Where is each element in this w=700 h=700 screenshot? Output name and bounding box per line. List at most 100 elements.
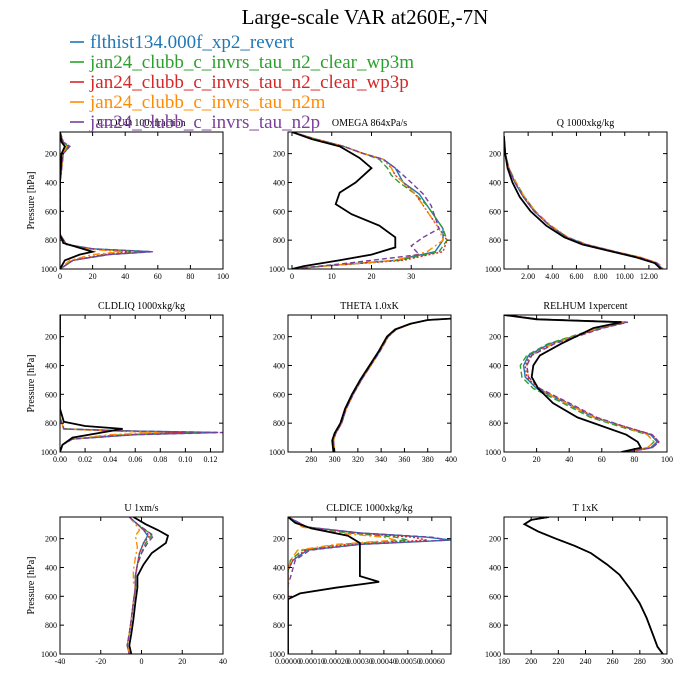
y-tick-label: 400 bbox=[45, 563, 57, 572]
legend-label: jan24_clubb_c_invrs_tau_n2m bbox=[89, 92, 326, 113]
y-tick-label: 600 bbox=[45, 592, 57, 601]
y-tick-label: 200 bbox=[489, 535, 501, 544]
y-tick-label: 800 bbox=[273, 419, 285, 428]
y-tick-label: 200 bbox=[489, 150, 501, 159]
series-line bbox=[523, 517, 664, 654]
legend-item: jan24_clubb_c_invrs_tau_n2m bbox=[70, 92, 326, 113]
x-tick-label: 0.08 bbox=[153, 455, 167, 464]
reference-line bbox=[331, 317, 451, 452]
reference-line bbox=[288, 517, 380, 654]
legend-item: jan24_clubb_c_invrs_tau_n2_clear_wp3m bbox=[70, 52, 414, 73]
y-tick-label: 600 bbox=[273, 207, 285, 216]
y-tick-label: 400 bbox=[489, 563, 501, 572]
x-tick-label: 240 bbox=[580, 657, 592, 666]
x-tick-label: 40 bbox=[121, 272, 129, 281]
plot-frame bbox=[503, 516, 668, 655]
series-line bbox=[523, 517, 664, 654]
reference-line bbox=[291, 132, 397, 269]
y-tick-label: 1000 bbox=[485, 265, 501, 274]
series-line bbox=[523, 517, 664, 654]
x-tick-label: 12.00 bbox=[640, 272, 658, 281]
panel-title: U 1xm/s bbox=[124, 503, 158, 514]
y-tick-label: 600 bbox=[489, 592, 501, 601]
x-tick-label: 280 bbox=[634, 657, 646, 666]
x-tick-label: 80 bbox=[186, 272, 194, 281]
chart-panel: 200 400 600 800 1000 280 300 320 340 360 380 400 THE… bbox=[269, 301, 457, 464]
x-tick-label: 380 bbox=[422, 455, 434, 464]
x-tick-label: 0 bbox=[58, 272, 62, 281]
y-tick-label: 1000 bbox=[41, 265, 57, 274]
x-tick-label: 20 bbox=[89, 272, 97, 281]
y-tick-label: 400 bbox=[489, 361, 501, 370]
legend-label: jan24_clubb_c_invrs_tau_n2_clear_wp3p bbox=[89, 72, 409, 93]
x-tick-label: 0.10 bbox=[178, 455, 192, 464]
y-tick-label: 600 bbox=[273, 592, 285, 601]
x-tick-label: 340 bbox=[375, 455, 387, 464]
series-line bbox=[332, 317, 451, 452]
x-tick-label: 0.06 bbox=[128, 455, 142, 464]
y-tick-label: 800 bbox=[45, 419, 57, 428]
x-tick-label: 360 bbox=[398, 455, 410, 464]
x-tick-label: 0.00000 bbox=[275, 657, 301, 666]
y-tick-label: 400 bbox=[273, 563, 285, 572]
y-tick-label: 200 bbox=[489, 333, 501, 342]
y-tick-label: 800 bbox=[489, 621, 501, 630]
x-tick-label: 0.00060 bbox=[419, 657, 445, 666]
x-tick-label: 8.00 bbox=[594, 272, 608, 281]
series-line bbox=[504, 136, 663, 269]
plot-frame bbox=[59, 516, 224, 655]
x-tick-label: 20 bbox=[533, 455, 541, 464]
x-tick-label: 60 bbox=[154, 272, 162, 281]
x-tick-label: 0 bbox=[502, 455, 506, 464]
series-line bbox=[60, 132, 152, 269]
x-tick-label: 0.00 bbox=[53, 455, 67, 464]
y-tick-label: 800 bbox=[45, 236, 57, 245]
panel-title: CLDLIQ 1000xkg/kg bbox=[98, 301, 185, 312]
plot-frame bbox=[287, 314, 452, 453]
plot-frame bbox=[59, 314, 224, 453]
x-tick-label: 2.00 bbox=[521, 272, 535, 281]
series-line bbox=[523, 517, 664, 654]
x-tick-label: -20 bbox=[95, 657, 106, 666]
y-tick-label: 800 bbox=[273, 236, 285, 245]
series-line bbox=[288, 517, 451, 654]
y-tick-label: 200 bbox=[45, 333, 57, 342]
x-tick-label: 280 bbox=[305, 455, 317, 464]
x-tick-label: 100 bbox=[661, 455, 673, 464]
y-tick-label: 400 bbox=[273, 178, 285, 187]
y-tick-label: 1000 bbox=[485, 448, 501, 457]
reference-line bbox=[60, 132, 97, 269]
chart-panel: 20040060080010000.000000.000100.000200.0… bbox=[269, 503, 452, 666]
legend-item: jan24_clubb_c_invrs_tau_n2p bbox=[70, 112, 320, 133]
plot-frame bbox=[287, 131, 452, 270]
y-tick-label: 1000 bbox=[485, 650, 501, 659]
y-tick-label: 600 bbox=[489, 207, 501, 216]
x-tick-label: 30 bbox=[407, 272, 415, 281]
x-tick-label: 0.00010 bbox=[299, 657, 325, 666]
reference-line bbox=[522, 517, 664, 654]
plot-frame bbox=[287, 516, 452, 655]
y-tick-label: 200 bbox=[273, 333, 285, 342]
y-tick-label: 200 bbox=[45, 535, 57, 544]
legend-label: jan24_clubb_c_invrs_tau_n2_clear_wp3m bbox=[89, 52, 414, 73]
reference-line bbox=[504, 136, 662, 269]
legend-item: flthist134.000f_xp2_revert bbox=[70, 32, 295, 53]
y-axis-label: Pressure [hPa] bbox=[26, 171, 37, 229]
panel-title: CLOUD 100xfraction bbox=[97, 118, 185, 129]
series-line bbox=[332, 317, 451, 452]
y-axis-label: Pressure [hPa] bbox=[26, 556, 37, 614]
x-tick-label: 200 bbox=[525, 657, 537, 666]
panel-title: CLDICE 1000xkg/kg bbox=[326, 503, 412, 514]
x-tick-label: 10 bbox=[328, 272, 336, 281]
y-tick-label: 1000 bbox=[41, 650, 57, 659]
panel-title: Q 1000xkg/kg bbox=[557, 118, 615, 129]
x-tick-label: 0 bbox=[140, 657, 144, 666]
x-tick-label: 180 bbox=[498, 657, 510, 666]
x-tick-label: 0 bbox=[290, 272, 294, 281]
y-tick-label: 400 bbox=[273, 361, 285, 370]
legend-label: flthist134.000f_xp2_revert bbox=[90, 32, 295, 53]
series-line bbox=[126, 517, 151, 654]
x-tick-label: 80 bbox=[630, 455, 638, 464]
series-line bbox=[60, 132, 153, 269]
plot-frame bbox=[503, 131, 668, 270]
